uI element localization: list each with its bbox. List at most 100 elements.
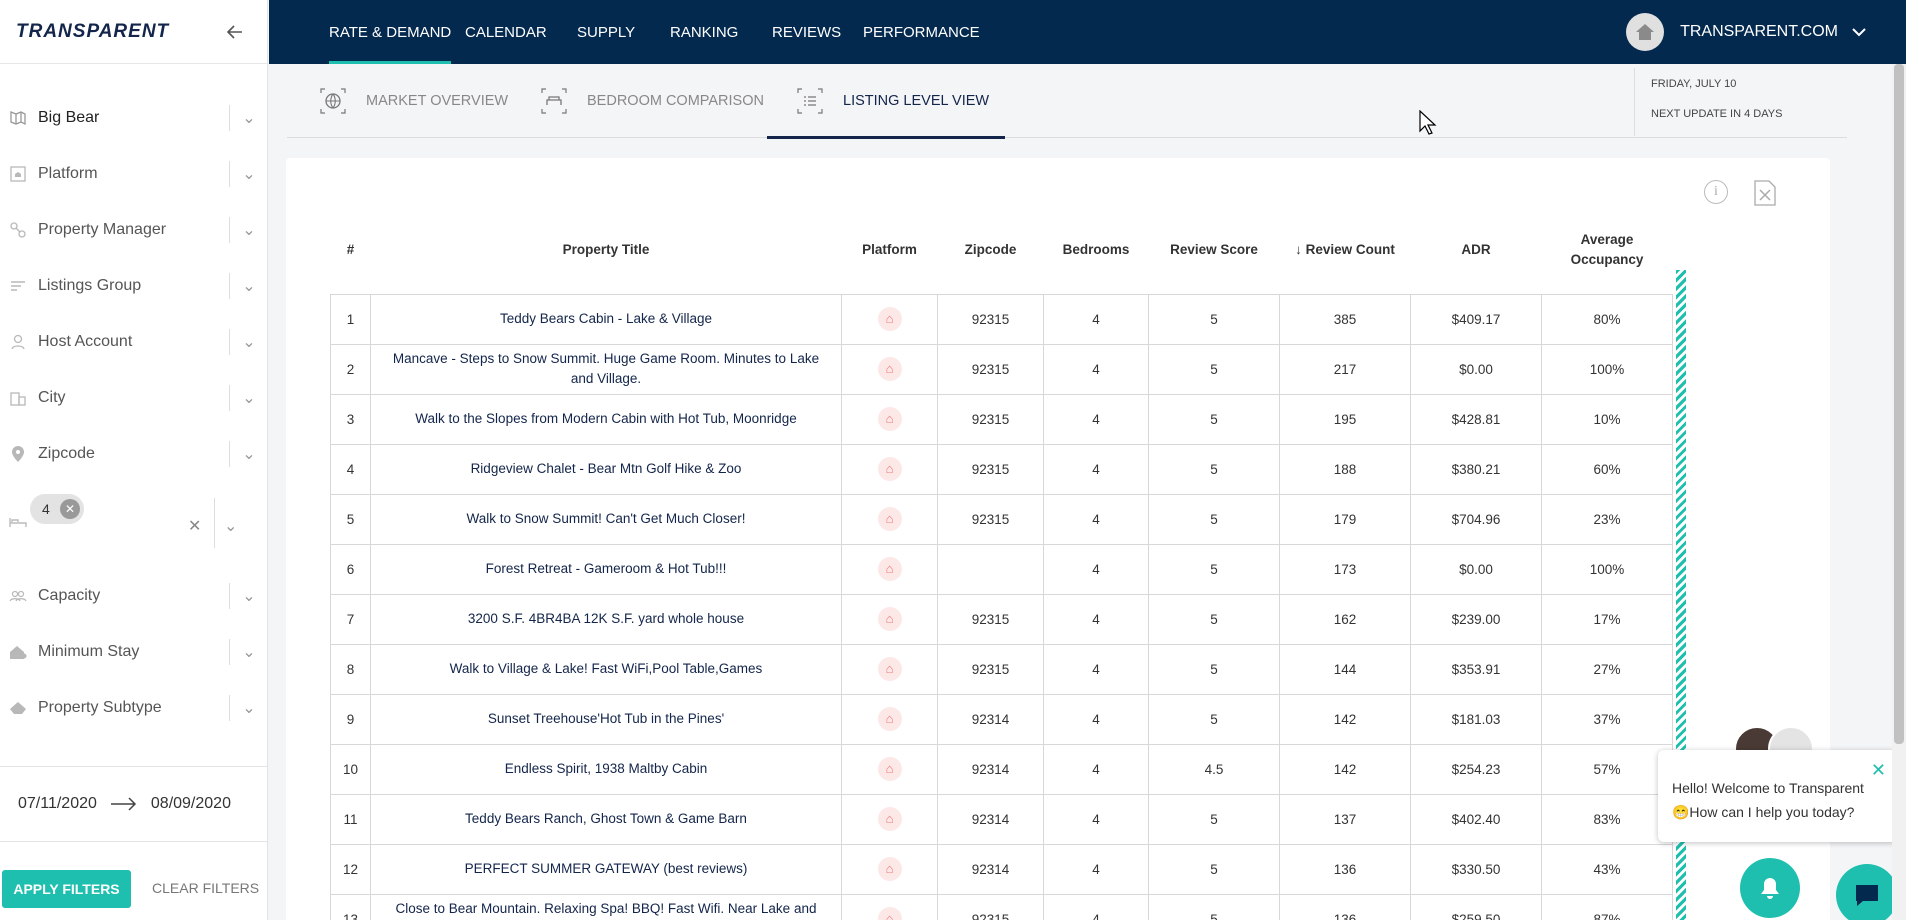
table-row[interactable]: 3 Walk to the Slopes from Modern Cabin wi… (330, 393, 1673, 445)
logo: TRANSPARENT (16, 20, 170, 42)
subtab-bedroom-comparison[interactable]: BEDROOM COMPARISON (541, 64, 764, 138)
table-row[interactable]: 13 Close to Bear Mountain. Relaxing Spa! … (330, 893, 1673, 920)
table-row[interactable]: 8 Walk to Village & Lake! Fast WiFi,Pool … (330, 643, 1673, 695)
cell-property-title[interactable]: Endless Spirit, 1938 Maltby Cabin (370, 743, 842, 795)
filter-property-subtype[interactable]: Property Subtype ⌄ (0, 688, 268, 728)
col-index[interactable]: # (330, 206, 371, 295)
clear-icon[interactable]: ✕ (188, 518, 202, 535)
chat-popup[interactable]: ✕ Hello! Welcome to Transparent 😁How can… (1658, 750, 1898, 842)
date-range[interactable]: 07/11/2020 08/09/2020 (0, 766, 268, 842)
scrollbar-thumb[interactable] (1894, 64, 1904, 744)
filter-minimum-stay[interactable]: Minimum Stay ⌄ (0, 632, 268, 672)
chat-bubble-icon (1856, 885, 1878, 906)
bedroom-chip[interactable]: 4 ✕ (30, 494, 84, 524)
col-adr[interactable]: ADR (1410, 206, 1542, 295)
chevron-down-icon[interactable]: ⌄ (242, 278, 256, 295)
arrow-left-icon[interactable] (225, 22, 245, 42)
tab-supply[interactable]: SUPPLY (577, 24, 636, 41)
chevron-down-icon[interactable]: ⌄ (224, 518, 238, 535)
chat-launcher-button[interactable] (1836, 864, 1898, 920)
cell-property-title[interactable]: 3200 S.F. 4BR4BA 12K S.F. yard whole hou… (370, 593, 842, 645)
cell-zipcode: 92314 (937, 843, 1044, 895)
filter-host-account[interactable]: Host Account ⌄ (0, 322, 268, 362)
notification-bell-button[interactable] (1740, 858, 1800, 918)
cell-property-title[interactable]: Walk to Village & Lake! Fast WiFi,Pool T… (370, 643, 842, 695)
cell-property-title[interactable]: Walk to Snow Summit! Can't Get Much Clos… (370, 493, 842, 545)
date-from[interactable]: 07/11/2020 (18, 795, 97, 812)
cell-property-title[interactable]: Close to Bear Mountain. Relaxing Spa! BB… (370, 893, 842, 920)
filter-zipcode[interactable]: Zipcode ⌄ (0, 434, 268, 474)
table-row[interactable]: 10 Endless Spirit, 1938 Maltby Cabin ⌂ 9231… (330, 743, 1673, 795)
filter-property-manager[interactable]: Property Manager ⌄ (0, 210, 268, 250)
chevron-down-icon[interactable]: ⌄ (242, 588, 256, 605)
date-to[interactable]: 08/09/2020 (150, 795, 231, 812)
filter-capacity[interactable]: Capacity ⌄ (0, 576, 268, 616)
listing-table-card: i # Property Title Platform Zipcode Bedr… (286, 158, 1830, 920)
filter-bedrooms[interactable]: 4 ✕ ✕ ⌄ (0, 494, 268, 550)
page-scrollbar[interactable] (1892, 64, 1906, 920)
chevron-down-icon[interactable]: ⌄ (242, 110, 256, 127)
cell-average-occupancy: 87% (1541, 893, 1673, 920)
cell-adr: $259.50 (1410, 893, 1542, 920)
cell-index: 8 (330, 643, 371, 695)
filter-label: Listings Group (38, 277, 142, 294)
tab-calendar[interactable]: CALENDAR (465, 24, 547, 41)
col-bedrooms[interactable]: Bedrooms (1043, 206, 1149, 295)
filter-platform[interactable]: Platform ⌄ (0, 154, 268, 194)
chat-message: 😁How can I help you today? (1672, 804, 1855, 820)
subtab-listing-level-view[interactable]: LISTING LEVEL VIEW (766, 64, 1006, 139)
cell-property-title[interactable]: Mancave - Steps to Snow Summit. Huge Gam… (370, 343, 842, 395)
table-row[interactable]: 5 Walk to Snow Summit! Can't Get Much Clo… (330, 493, 1673, 545)
info-icon[interactable]: i (1704, 180, 1728, 204)
airbnb-icon: ⌂ (877, 357, 902, 381)
tab-ranking[interactable]: RANKING (670, 24, 739, 41)
apply-filters-button[interactable]: APPLY FILTERS (2, 870, 131, 908)
cell-property-title[interactable]: Teddy Bears Ranch, Ghost Town & Game Bar… (370, 793, 842, 845)
cell-property-title[interactable]: Forest Retreat - Gameroom & Hot Tub!!! (370, 543, 842, 595)
tab-rate-demand[interactable]: RATE & DEMAND (329, 0, 452, 64)
filter-listings-group[interactable]: Listings Group ⌄ (0, 266, 268, 306)
table-row[interactable]: 2 Mancave - Steps to Snow Summit. Huge Ga… (330, 343, 1673, 395)
cell-platform: ⌂ (841, 793, 938, 845)
table-row[interactable]: 7 3200 S.F. 4BR4BA 12K S.F. yard whole ho… (330, 593, 1673, 645)
cell-review-score: 5 (1148, 393, 1280, 445)
excel-export-icon[interactable] (1754, 180, 1776, 206)
cell-property-title[interactable]: Ridgeview Chalet - Bear Mtn Golf Hike & … (370, 443, 842, 495)
chevron-down-icon[interactable]: ⌄ (242, 390, 256, 407)
table-row[interactable]: 12 PERFECT SUMMER GATEWAY (best reviews) ⌂… (330, 843, 1673, 895)
cell-property-title[interactable]: Walk to the Slopes from Modern Cabin wit… (370, 393, 842, 445)
table-row[interactable]: 11 Teddy Bears Ranch, Ghost Town & Game B… (330, 793, 1673, 845)
table-row[interactable]: 1 Teddy Bears Cabin - Lake & Village ⌂ 9231… (330, 293, 1673, 345)
col-property-title[interactable]: Property Title (370, 206, 842, 295)
col-review-score[interactable]: Review Score (1148, 206, 1280, 295)
close-icon[interactable]: ✕ (60, 499, 80, 519)
chevron-down-icon[interactable]: ⌄ (242, 334, 256, 351)
col-platform[interactable]: Platform (841, 206, 938, 295)
divider (229, 217, 230, 243)
chevron-down-icon[interactable]: ⌄ (242, 166, 256, 183)
chevron-down-icon[interactable]: ⌄ (242, 644, 256, 661)
tab-performance[interactable]: PERFORMANCE (863, 24, 980, 41)
col-average-occupancy[interactable]: Average Occupancy (1541, 206, 1673, 295)
filter-label: Big Bear (38, 109, 100, 126)
table-row[interactable]: 6 Forest Retreat - Gameroom & Hot Tub!!! ⌂… (330, 543, 1673, 595)
subtab-market-overview[interactable]: MARKET OVERVIEW (320, 64, 508, 138)
filter-city[interactable]: City ⌄ (0, 378, 268, 418)
chevron-down-icon[interactable]: ⌄ (242, 700, 256, 717)
tab-reviews[interactable]: REVIEWS (772, 24, 842, 41)
filter-location[interactable]: Big Bear ⌄ (0, 98, 268, 138)
close-icon[interactable]: ✕ (1870, 760, 1886, 780)
cell-property-title[interactable]: Teddy Bears Cabin - Lake & Village (370, 293, 842, 345)
table-row[interactable]: 9 Sunset Treehouse'Hot Tub in the Pines' ⌂… (330, 693, 1673, 745)
chevron-down-icon[interactable]: ⌄ (242, 446, 256, 463)
account-menu[interactable]: TRANSPARENT.COM (1626, 13, 1866, 51)
col-zipcode[interactable]: Zipcode (937, 206, 1044, 295)
list-filter-icon (11, 281, 25, 291)
table-row[interactable]: 4 Ridgeview Chalet - Bear Mtn Golf Hike &… (330, 443, 1673, 495)
cell-platform: ⌂ (841, 443, 938, 495)
col-review-count[interactable]: ↓ Review Count (1279, 206, 1411, 295)
cell-property-title[interactable]: Sunset Treehouse'Hot Tub in the Pines' (370, 693, 842, 745)
clear-filters-button[interactable]: CLEAR FILTERS (152, 880, 260, 896)
cell-property-title[interactable]: PERFECT SUMMER GATEWAY (best reviews) (370, 843, 842, 895)
chevron-down-icon[interactable]: ⌄ (242, 222, 256, 239)
